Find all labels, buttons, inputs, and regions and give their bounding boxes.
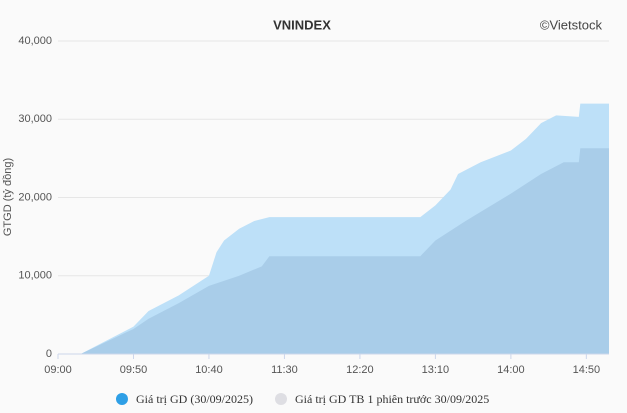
area <box>80 148 609 354</box>
x-tick-label: 10:40 <box>195 364 223 376</box>
legend-marker <box>116 393 128 405</box>
y-tick-label: 10,000 <box>18 270 52 282</box>
x-tick-label: 14:00 <box>497 364 525 376</box>
x-tick-label: 13:10 <box>422 364 450 376</box>
legend-marker <box>275 393 287 405</box>
legend-label: Giá trị GD (30/09/2025) <box>136 392 253 406</box>
x-tick-label: 12:20 <box>346 364 374 376</box>
x-tick-label: 09:50 <box>120 364 148 376</box>
y-tick-label: 0 <box>46 348 52 360</box>
y-tick-label: 30,000 <box>18 113 52 125</box>
y-tick-label: 40,000 <box>18 35 52 47</box>
x-tick-label: 11:30 <box>271 364 298 376</box>
chart-title: VNINDEX <box>273 17 331 32</box>
legend-label: Giá trị GD TB 1 phiên trước 30/09/2025 <box>295 392 489 406</box>
credit: ©Vietstock <box>540 17 603 32</box>
y-axis-label: GTGD (tỷ đồng) <box>2 158 14 236</box>
x-tick-label: 14:50 <box>573 364 601 376</box>
x-tick-label: 09:00 <box>44 364 72 376</box>
y-tick-label: 20,000 <box>18 191 52 203</box>
